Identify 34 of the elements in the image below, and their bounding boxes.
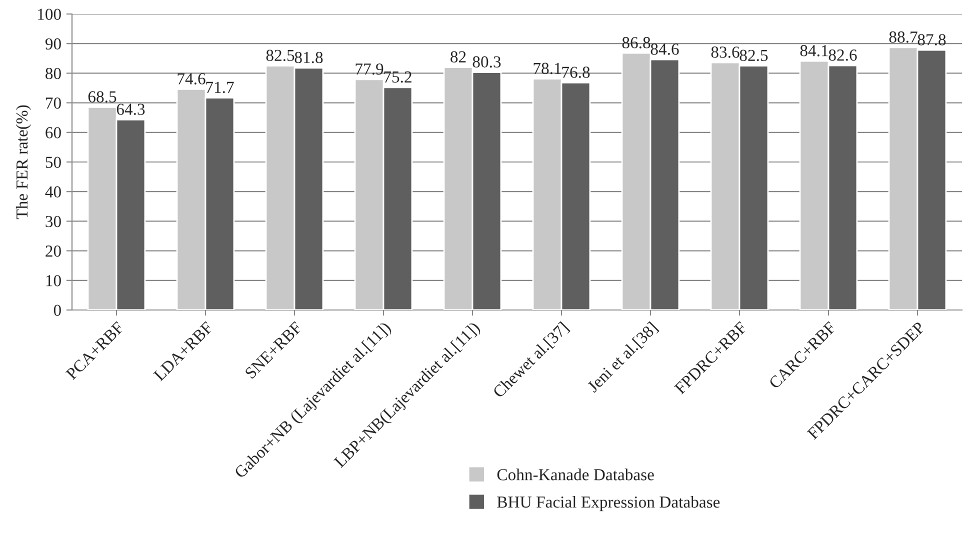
data-label: 84.1 [800,45,828,56]
data-label: 82.5 [266,50,294,62]
y-tick-label: 60 [46,127,61,138]
y-axis-title: The FER rate(%) [16,105,32,220]
data-label: 81.8 [294,52,323,64]
y-tick-label: 40 [45,186,61,198]
y-tick-label: 50 [46,156,61,168]
y-tick-label: 80 [46,68,61,80]
data-label: 84.6 [650,44,679,55]
data-label: 74.6 [178,73,206,84]
legend-label: BHU Facial Expression Database [497,496,720,512]
data-label: 82.5 [740,50,768,62]
data-label: 87.8 [918,34,946,46]
y-tick-label: 0 [54,304,61,316]
y-tick-label: 30 [46,216,61,228]
data-label: 88.7 [889,31,918,43]
data-label: 76.8 [562,66,590,78]
data-label: 86.8 [622,37,650,48]
data-label: 80.3 [472,56,501,68]
data-label: 77.9 [356,63,384,75]
y-tick-label: 70 [46,98,61,109]
data-label: 68.5 [88,91,116,103]
y-tick-label: 90 [45,38,61,50]
data-label: 71.7 [206,82,234,94]
data-label: 75.2 [384,71,412,83]
data-label: 83.6 [711,46,740,58]
y-tick-label: 20 [46,246,61,257]
y-tick-label: 10 [46,275,61,286]
data-label: 64.3 [116,104,145,115]
data-label: 82.6 [828,49,857,61]
legend-label: Cohn-Kanade Database [497,468,654,480]
data-label: 78.1 [534,62,561,74]
y-tick-label: 100 [38,8,61,20]
data-label: 82 [450,51,466,63]
